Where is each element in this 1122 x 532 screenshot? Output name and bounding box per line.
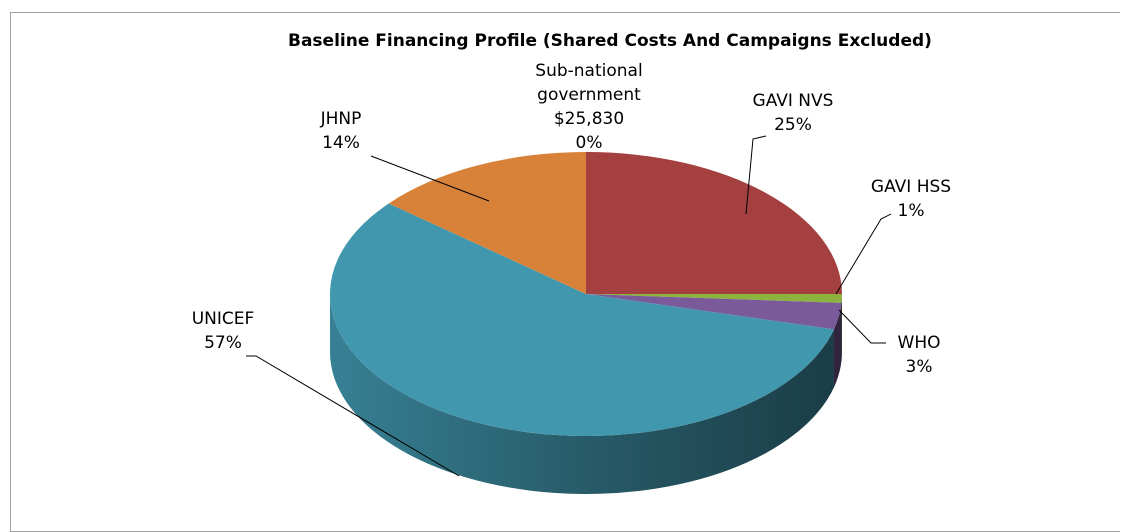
value-label: 25% bbox=[774, 115, 812, 135]
category-label: GAVI HSS bbox=[870, 177, 952, 197]
slice-side bbox=[833, 302, 842, 388]
leader-line bbox=[838, 309, 886, 344]
data-label: JHNP 14% bbox=[321, 107, 362, 155]
leader-line bbox=[835, 213, 892, 295]
category-label: Sub-national government bbox=[535, 61, 643, 105]
data-label: GAVI NVS 25% bbox=[753, 89, 834, 137]
pie-area bbox=[246, 135, 892, 494]
slice-side bbox=[841, 294, 842, 361]
slice-side bbox=[330, 294, 834, 494]
leader-line bbox=[246, 355, 460, 477]
category-label: GAVI NVS bbox=[752, 91, 834, 111]
category-label: UNICEF bbox=[191, 309, 255, 329]
data-label: WHO 3% bbox=[898, 331, 941, 379]
value-label: 57% bbox=[204, 333, 242, 353]
slice bbox=[586, 152, 842, 294]
category-label: JHNP bbox=[320, 109, 362, 129]
slice bbox=[586, 294, 842, 303]
data-label: GAVI HSS 1% bbox=[871, 175, 951, 223]
leader-line bbox=[745, 135, 767, 215]
annotation: $25,830 bbox=[553, 109, 625, 129]
category-label: WHO bbox=[897, 333, 941, 353]
value-label: 1% bbox=[897, 201, 925, 221]
value-label: 14% bbox=[322, 133, 360, 153]
value-label: 0% bbox=[575, 133, 603, 153]
data-label: Sub-national government $25,830 0% bbox=[514, 59, 664, 155]
slice bbox=[586, 294, 842, 330]
data-label: UNICEF 57% bbox=[192, 307, 255, 355]
chart-title: Baseline Financing Profile (Shared Costs… bbox=[288, 31, 932, 51]
leader-line bbox=[370, 155, 490, 202]
slice bbox=[388, 152, 586, 294]
value-label: 3% bbox=[905, 357, 933, 377]
slice bbox=[329, 203, 834, 436]
chart: Baseline Financing Profile (Shared Costs… bbox=[10, 12, 1120, 532]
